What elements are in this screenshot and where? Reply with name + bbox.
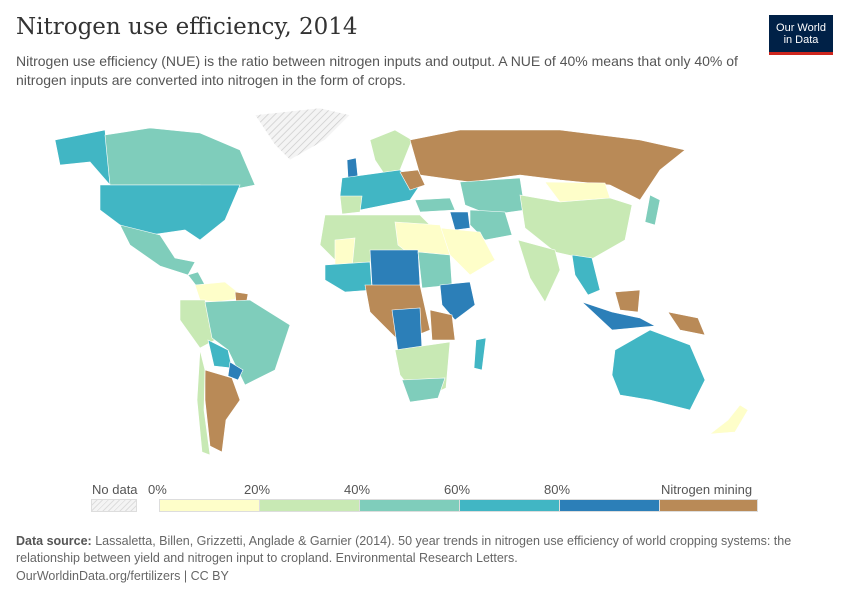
region-new-zealand[interactable] — [709, 404, 749, 435]
legend-tick: 20% — [244, 482, 271, 497]
region-borneo[interactable] — [614, 289, 641, 313]
region-papua[interactable] — [667, 311, 706, 336]
legend-tick: 40% — [344, 482, 371, 497]
legend-no-data-swatch[interactable] — [91, 499, 137, 512]
source-label: Data source: — [16, 534, 92, 548]
region-uk[interactable] — [346, 157, 359, 179]
owid-logo[interactable]: Our World in Data — [769, 15, 833, 55]
region-argentina[interactable] — [204, 369, 241, 453]
legend-bin-4[interactable] — [559, 499, 660, 512]
source-url-link[interactable]: OurWorldinData.org/fertilizers | CC BY — [16, 569, 229, 583]
legend-bin-mining[interactable] — [659, 499, 758, 512]
region-canada[interactable] — [104, 127, 256, 193]
region-colombia-venezuela[interactable] — [194, 281, 246, 303]
data-source: Data source: Lassaletta, Billen, Grizzet… — [16, 533, 816, 567]
region-india[interactable] — [517, 239, 561, 303]
region-southeast-asia[interactable] — [571, 254, 601, 296]
region-madagascar[interactable] — [473, 337, 487, 371]
region-ethiopia[interactable] — [439, 281, 476, 321]
region-scandinavia[interactable] — [369, 129, 413, 176]
region-chile[interactable] — [196, 349, 211, 456]
legend-bin-2[interactable] — [359, 499, 460, 512]
region-japan[interactable] — [644, 194, 661, 226]
legend-bin-3[interactable] — [459, 499, 560, 512]
legend-mining-label: Nitrogen mining — [661, 482, 753, 497]
region-west-africa[interactable] — [324, 261, 373, 293]
chart-title: Nitrogen use efficiency, 2014 — [16, 14, 358, 40]
region-australia[interactable] — [611, 329, 706, 411]
region-sudan[interactable] — [417, 251, 453, 289]
region-nigeria-chad[interactable] — [369, 249, 421, 291]
region-central-asia[interactable] — [459, 177, 526, 216]
source-text: Lassaletta, Billen, Grizzetti, Anglade &… — [16, 534, 792, 565]
legend-tick: 60% — [444, 482, 471, 497]
region-iraq[interactable] — [449, 211, 471, 231]
region-china[interactable] — [519, 194, 633, 261]
legend-bin-0[interactable] — [159, 499, 260, 512]
legend-no-data-label: No data — [92, 482, 138, 497]
region-mexico[interactable] — [119, 224, 196, 276]
legend: No data 0% 20% 40% 60% 80% Nitrogen mini… — [0, 482, 850, 522]
region-drc[interactable] — [391, 307, 423, 353]
region-eastern-europe[interactable] — [399, 169, 426, 191]
region-russia[interactable] — [409, 129, 686, 201]
region-paraguay[interactable] — [227, 361, 244, 381]
region-turkey[interactable] — [414, 197, 456, 213]
region-greenland[interactable] — [254, 107, 351, 161]
region-alaska[interactable] — [54, 129, 111, 186]
region-peru[interactable] — [179, 299, 216, 349]
region-usa[interactable] — [99, 184, 241, 241]
legend-tick: 80% — [544, 482, 571, 497]
region-indonesia[interactable] — [581, 301, 657, 331]
region-tanzania[interactable] — [429, 309, 456, 341]
region-brazil[interactable] — [204, 299, 291, 386]
legend-tick: 0% — [148, 482, 167, 497]
legend-bin-1[interactable] — [259, 499, 360, 512]
logo-line-2: in Data — [783, 33, 819, 46]
chart-subtitle: Nitrogen use efficiency (NUE) is the rat… — [16, 53, 738, 88]
logo-line-1: Our World — [776, 21, 826, 34]
region-iberia[interactable] — [339, 195, 363, 215]
region-south-africa[interactable] — [401, 377, 446, 403]
